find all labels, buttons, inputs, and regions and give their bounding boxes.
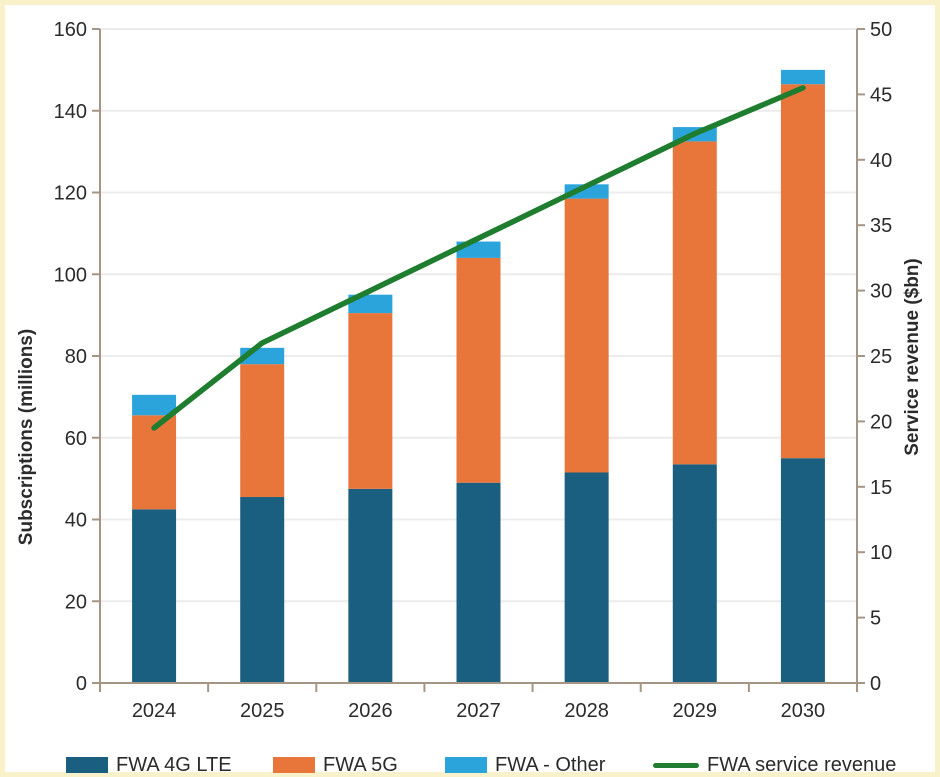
right-tick-label-45: 45 xyxy=(870,84,892,106)
x-tick-label-2025: 2025 xyxy=(240,700,285,722)
x-tick-label-2027: 2027 xyxy=(456,700,501,722)
left-tick-label-60: 60 xyxy=(65,428,87,450)
x-tick-label-2026: 2026 xyxy=(348,700,393,722)
bar-segment-fwa-4g-lte-2028 xyxy=(564,472,609,683)
bar-segment-fwa-5g-2025 xyxy=(240,364,285,498)
bar-segment-fwa-4g-lte-2027 xyxy=(456,482,501,683)
x-tick-label-2024: 2024 xyxy=(132,700,177,722)
x-tick-label-2028: 2028 xyxy=(564,700,609,722)
x-tick-label-2030: 2030 xyxy=(781,700,826,722)
x-tick-label-2029: 2029 xyxy=(673,700,718,722)
legend-item-fwa-other: FWA - Other xyxy=(445,752,605,777)
legend: FWA 4G LTE FWA 5G FWA - Other FWA servic… xyxy=(0,752,940,777)
legend-item-fwa-4g-lte: FWA 4G LTE xyxy=(66,752,232,777)
legend-swatch-fwa-4g-lte-icon xyxy=(66,757,108,773)
legend-label-fwa-5g: FWA 5G xyxy=(323,753,398,776)
legend-swatch-fwa-other-icon xyxy=(445,757,487,773)
bar-segment-fwa-5g-2030 xyxy=(780,84,825,459)
bar-segment-fwa-5g-2026 xyxy=(348,313,393,489)
bar-segment-fwa-other-2024 xyxy=(132,394,177,416)
right-tick-label-15: 15 xyxy=(870,477,892,499)
bar-segment-fwa-other-2026 xyxy=(348,294,393,314)
bar-segment-fwa-5g-2027 xyxy=(456,257,501,483)
bar-segment-fwa-4g-lte-2026 xyxy=(348,488,393,683)
right-tick-label-30: 30 xyxy=(870,281,892,303)
left-tick-label-20: 20 xyxy=(65,591,87,613)
bar-segment-fwa-4g-lte-2029 xyxy=(672,464,717,683)
legend-item-fwa-5g: FWA 5G xyxy=(273,752,398,777)
bar-segment-fwa-5g-2029 xyxy=(672,141,717,465)
left-tick-label-100: 100 xyxy=(54,264,87,286)
right-tick-label-40: 40 xyxy=(870,150,892,172)
bar-segment-fwa-other-2028 xyxy=(564,184,609,199)
revenue-line xyxy=(151,85,806,431)
bar-segment-fwa-4g-lte-2024 xyxy=(132,509,177,683)
bar-segment-fwa-4g-lte-2025 xyxy=(240,497,285,683)
legend-item-fwa-service-revenue: FWA service revenue xyxy=(653,752,896,777)
right-tick-label-5: 5 xyxy=(870,608,881,630)
bar-segment-fwa-5g-2024 xyxy=(132,415,177,510)
right-tick-label-50: 50 xyxy=(870,19,892,41)
right-tick-label-20: 20 xyxy=(870,411,892,433)
chart-canvas: 0204060801001201401600510152025303540455… xyxy=(54,19,893,722)
left-tick-label-80: 80 xyxy=(65,346,87,368)
legend-label-fwa-service-revenue: FWA service revenue xyxy=(707,753,897,776)
legend-swatch-service-revenue-line-icon xyxy=(653,762,699,768)
left-tick-label-160: 160 xyxy=(54,19,87,41)
bar-segment-fwa-5g-2028 xyxy=(564,198,609,473)
left-axis-title: Subscriptions (millions) xyxy=(16,328,37,546)
left-tick-label-0: 0 xyxy=(76,673,87,695)
bar-segment-fwa-other-2030 xyxy=(780,69,825,85)
right-tick-label-25: 25 xyxy=(870,346,892,368)
right-axis-title: Service revenue ($bn) xyxy=(902,258,923,456)
legend-swatch-fwa-5g-icon xyxy=(273,757,315,773)
left-tick-label-120: 120 xyxy=(54,183,87,205)
left-tick-label-40: 40 xyxy=(65,510,87,532)
legend-label-fwa-4g-lte: FWA 4G LTE xyxy=(116,753,232,776)
legend-label-fwa-other: FWA - Other xyxy=(495,753,606,776)
right-tick-label-10: 10 xyxy=(870,542,892,564)
bar-segment-fwa-4g-lte-2030 xyxy=(780,458,825,683)
right-tick-label-35: 35 xyxy=(870,215,892,237)
left-tick-label-140: 140 xyxy=(54,101,87,123)
right-tick-label-0: 0 xyxy=(870,673,881,695)
